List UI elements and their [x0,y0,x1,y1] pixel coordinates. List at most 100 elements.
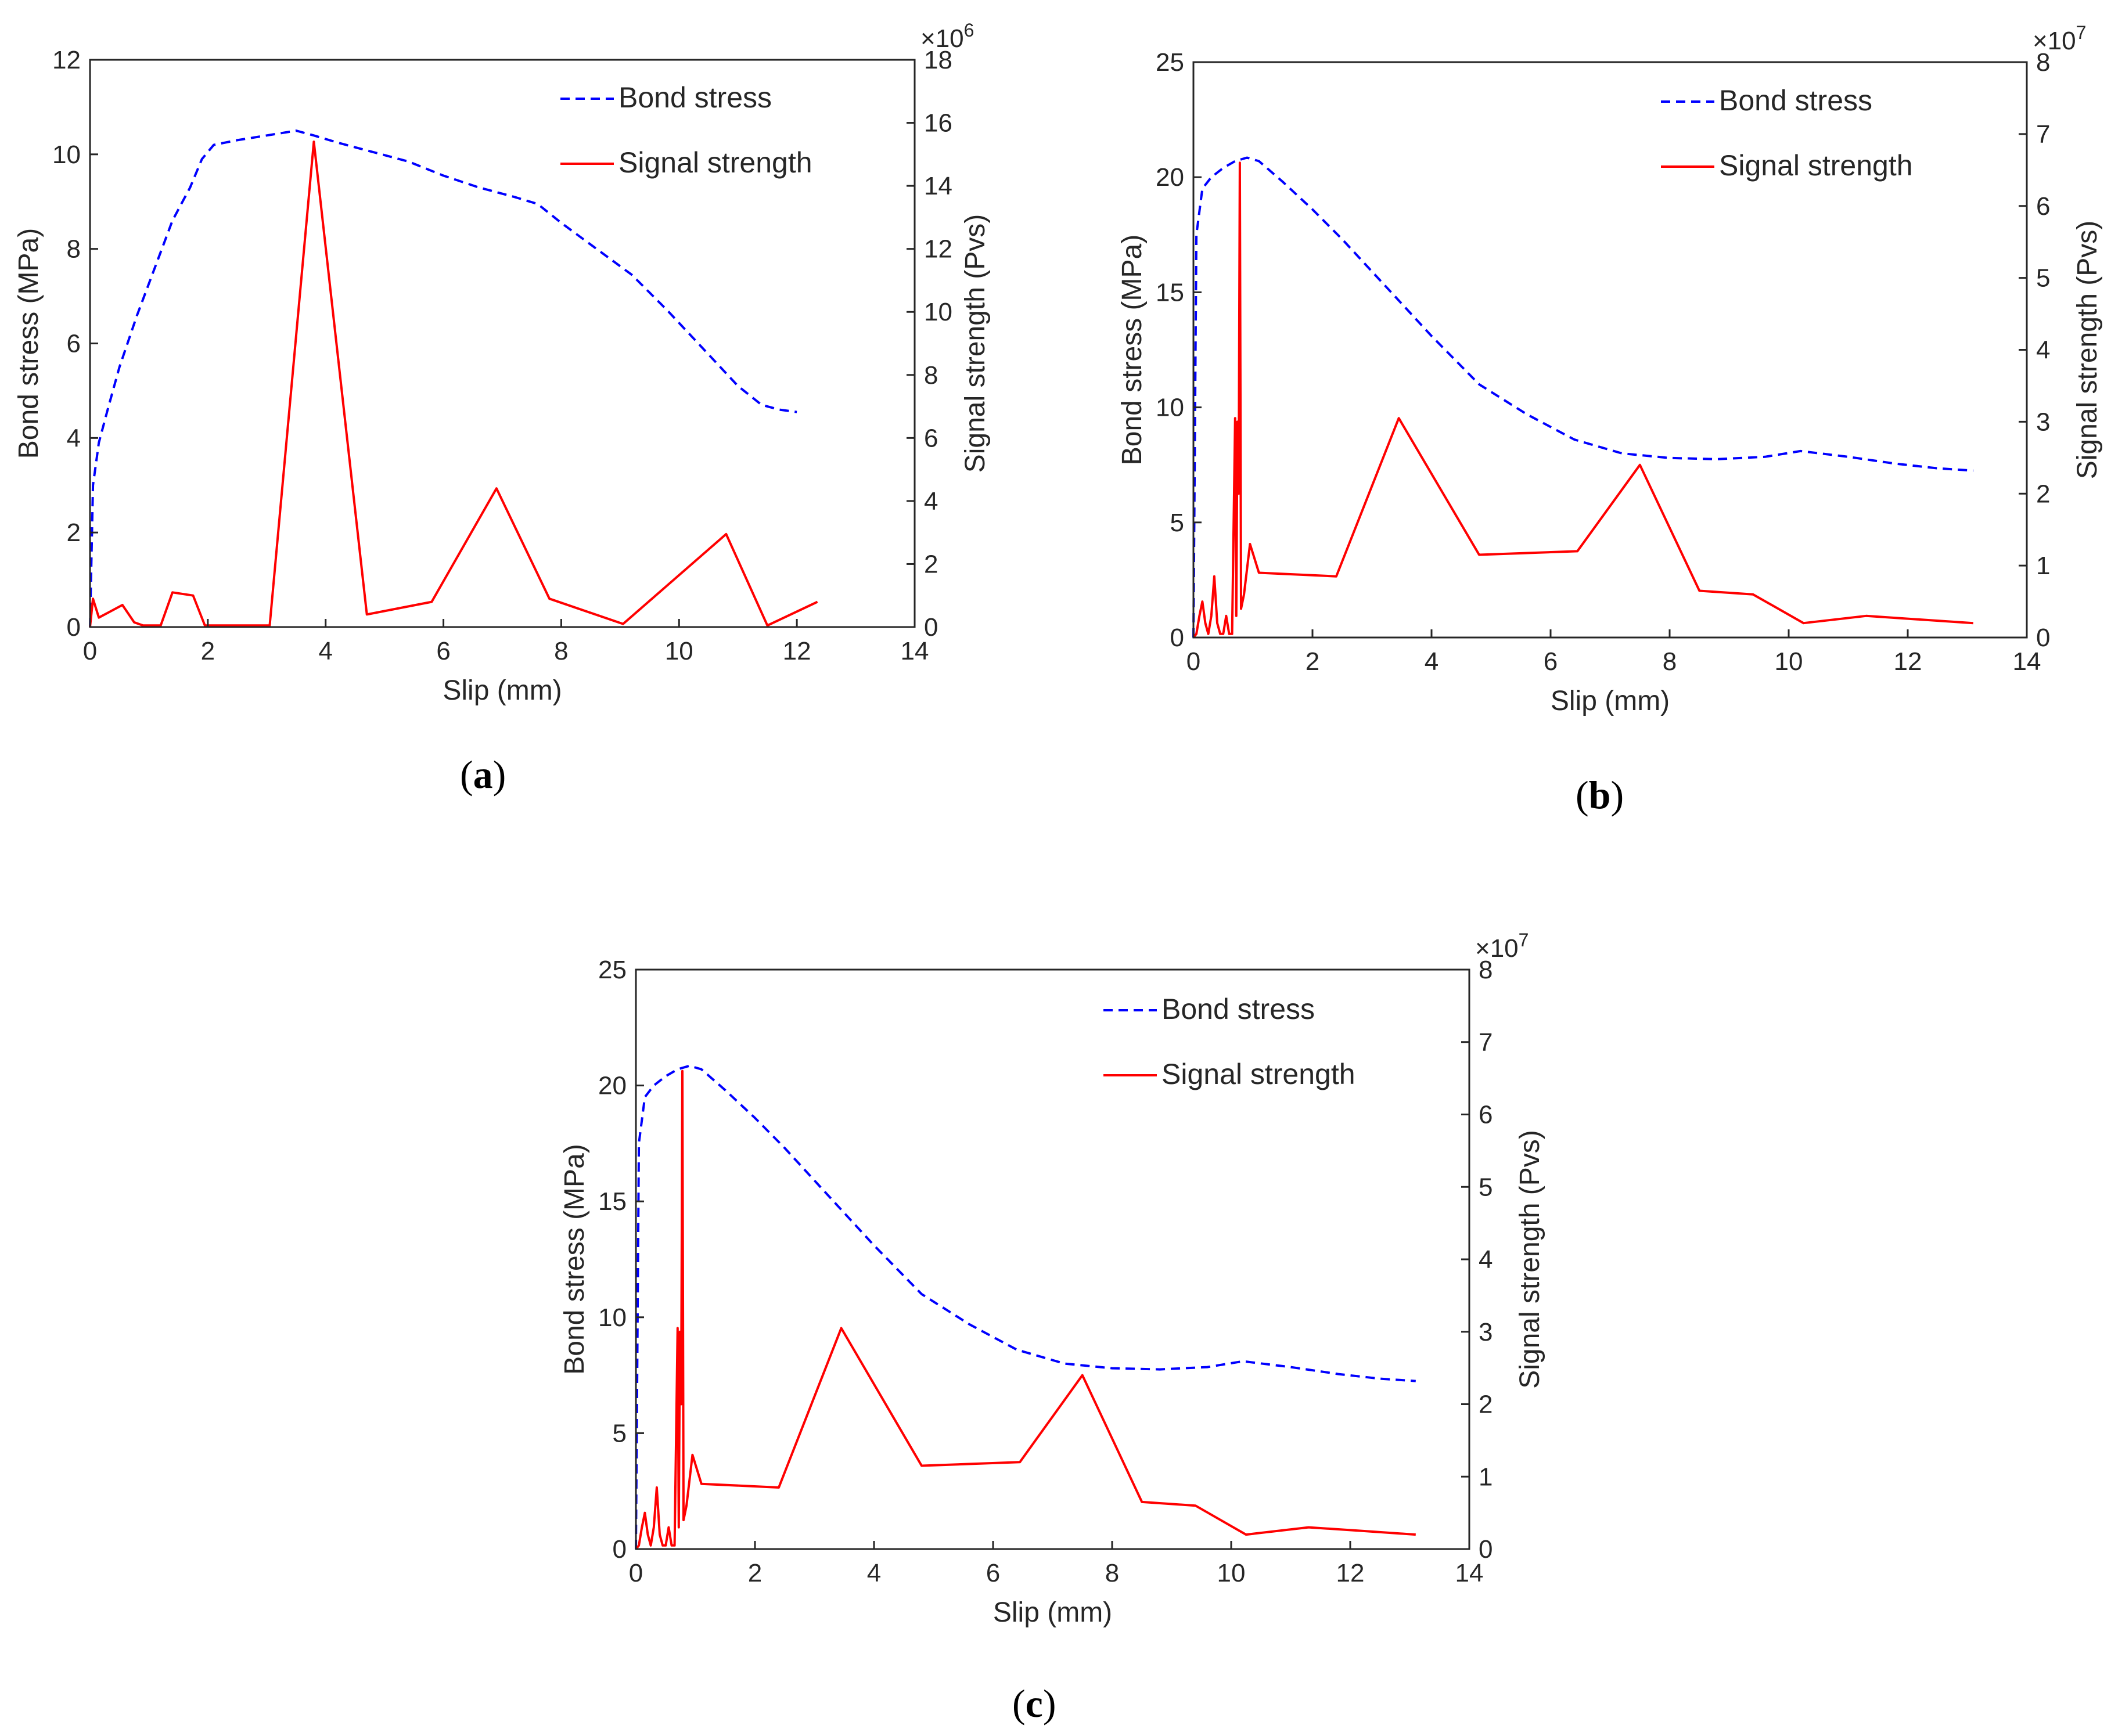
y2-tick-label: 3 [2036,408,2050,436]
panel-label-a: (a) [460,752,506,797]
y2-axis-label: Signal strength (Pvs) [960,214,991,473]
signal-strength-line-b [1192,161,1973,639]
x-tick-label: 10 [1775,647,1803,676]
x-tick-label: 10 [1217,1559,1246,1587]
y2-tick-label: 5 [2036,264,2050,293]
legend-signal-label: Signal strength [1161,1058,1355,1090]
y2-tick-label: 7 [2036,120,2050,149]
y-tick-label: 12 [52,46,81,74]
y-tick-label: 0 [67,613,81,642]
bond-stress-line-b [1192,156,1973,638]
y2-tick-label: 3 [1479,1318,1493,1346]
x-tick-label: 14 [1455,1559,1484,1587]
y-axis-label: Bond stress (MPa) [13,228,44,459]
y-tick-label: 4 [67,424,81,452]
x-tick-label: 12 [783,637,811,665]
legend-b: Bond stress Signal strength [1661,84,1913,182]
y2-tick-label: 0 [1479,1535,1493,1564]
legend-c: Bond stress Signal strength [1103,993,1355,1090]
y2-tick-label: 1 [2036,552,2050,580]
y-tick-label: 8 [67,235,81,264]
y2-tick-label: 6 [1479,1101,1493,1129]
y2-tick-label: 10 [924,298,952,326]
legend-bond-label: Bond stress [618,81,772,114]
y2-tick-label: 4 [1479,1245,1493,1274]
signal-strength-line-a [89,141,818,628]
x-tick-label: 0 [1186,647,1200,676]
x-tick-label: 2 [201,637,215,665]
y-axis-label: Bond stress (MPa) [559,1144,590,1374]
y2-tick-label: 7 [1479,1028,1493,1057]
y2-tick-label: 8 [1479,956,1493,984]
legend-signal-label: Signal strength [618,146,812,179]
x-tick-label: 6 [986,1559,1000,1587]
y-tick-label: 5 [613,1419,627,1447]
bond-stress-line-c [635,1064,1416,1550]
y2-tick-label: 8 [924,361,938,390]
x-tick-label: 4 [318,637,332,665]
x-tick-label: 8 [1663,647,1677,676]
x-tick-label: 6 [436,637,450,665]
chart-a: 0 2 4 6 8 10 12 14024681012024681012141618×106S… [13,20,991,706]
y-tick-label: 10 [598,1303,627,1332]
y-tick-label: 5 [1170,509,1184,537]
x-tick-label: 14 [901,637,929,665]
y2-tick-label: 2 [1479,1391,1493,1419]
x-tick-label: 8 [1105,1559,1119,1587]
x-tick-label: 6 [1544,647,1558,676]
y2-tick-label: 6 [924,424,938,452]
y2-exponent-label: ×107 [1475,930,1529,963]
legend-bond-label: Bond stress [1161,993,1315,1025]
y2-tick-label: 18 [924,46,952,74]
x-tick-label: 0 [629,1559,643,1587]
signal-strength-line-c [635,1069,1416,1550]
y-tick-label: 0 [1170,624,1184,652]
y2-exponent-label: ×107 [2033,22,2086,55]
x-tick-label: 12 [1894,647,1922,676]
y-tick-label: 20 [598,1072,627,1100]
legend-a: Bond stress Signal strength [560,81,812,179]
y2-tick-label: 0 [2036,624,2050,652]
y2-tick-label: 2 [924,550,938,578]
y2-tick-label: 4 [2036,336,2050,365]
y2-tick-label: 8 [2036,48,2050,77]
y2-tick-label: 16 [924,109,952,138]
axes-box-c [635,968,1470,1550]
y-tick-label: 6 [67,330,81,358]
panel-label-c: (c) [1012,1681,1056,1726]
y2-exponent-label: ×106 [920,20,974,53]
y-tick-label: 0 [613,1535,627,1564]
y-axis-label: Bond stress (MPa) [1117,235,1148,465]
y-tick-label: 10 [1156,394,1184,422]
x-tick-label: 4 [1425,647,1438,676]
y-tick-label: 10 [52,141,81,169]
y2-tick-label: 12 [924,235,952,264]
legend-bond-label: Bond stress [1719,84,1872,117]
axes-box-b [1192,61,2028,639]
y2-axis-label: Signal strength (Pvs) [2072,221,2103,480]
x-axis-label: Slip (mm) [1551,686,1670,716]
y-tick-label: 25 [1156,48,1184,77]
x-tick-label: 2 [1306,647,1319,676]
x-tick-label: 12 [1336,1559,1365,1587]
y-tick-label: 25 [598,956,627,984]
y-tick-label: 15 [1156,278,1184,307]
bond-stress-line-a [89,129,797,628]
x-tick-label: 10 [665,637,693,665]
y2-tick-label: 1 [1479,1463,1493,1491]
y2-tick-label: 5 [1479,1173,1493,1201]
x-tick-label: 4 [867,1559,881,1587]
x-tick-label: 2 [748,1559,762,1587]
x-axis-label: Slip (mm) [993,1597,1112,1628]
y2-tick-label: 6 [2036,192,2050,221]
x-tick-label: 0 [83,637,97,665]
y-tick-label: 20 [1156,163,1184,192]
y-tick-label: 15 [598,1187,627,1216]
y2-axis-label: Signal strength (Pvs) [1515,1130,1545,1389]
panel-label-b: (b) [1576,773,1624,817]
x-tick-label: 8 [554,637,568,665]
